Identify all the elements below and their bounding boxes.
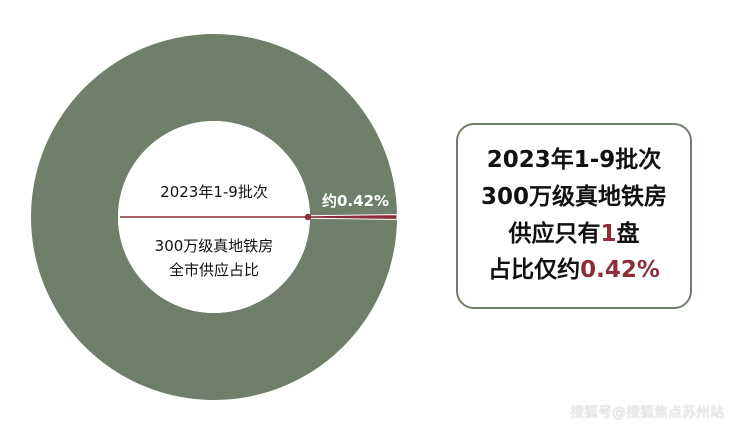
summary-line-3: 供应只有1盘 [508, 220, 640, 247]
summary-line-4-highlight: 0.42% [580, 257, 660, 284]
summary-line-3-prefix: 供应只有 [508, 220, 601, 247]
pie-slice-remainder [30, 33, 397, 400]
summary-line-4: 占比仅约0.42% [488, 258, 660, 283]
slice-label: 约0.42% [322, 192, 389, 210]
summary-box: 2023年1-9批次 300万级真地铁房 供应只有1盘 占比仅约0.42% [456, 123, 692, 309]
summary-line-1: 2023年1-9批次 [486, 147, 662, 174]
summary-line-2: 300万级真地铁房 [480, 184, 667, 211]
center-label-top: 2023年1-9批次 [160, 183, 268, 201]
summary-line-4-prefix: 占比仅约 [488, 257, 581, 284]
pointer-dot [304, 213, 312, 221]
pie-slice-target [309, 214, 398, 220]
summary-line-3-highlight: 1 [600, 220, 617, 247]
center-label-line1: 300万级真地铁房 [155, 237, 274, 255]
summary-line-3-suffix: 盘 [616, 220, 640, 247]
center-label-line2: 全市供应占比 [169, 261, 259, 279]
watermark: 搜狐号@搜狐焦点苏州站 [570, 405, 724, 421]
